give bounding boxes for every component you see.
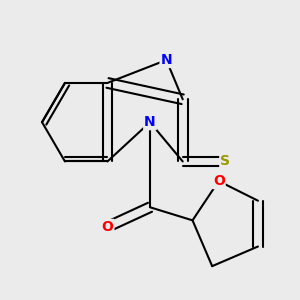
Text: O: O xyxy=(213,174,225,188)
Text: O: O xyxy=(101,220,113,234)
Text: N: N xyxy=(160,53,172,67)
Text: N: N xyxy=(144,115,156,129)
Text: S: S xyxy=(220,154,230,169)
